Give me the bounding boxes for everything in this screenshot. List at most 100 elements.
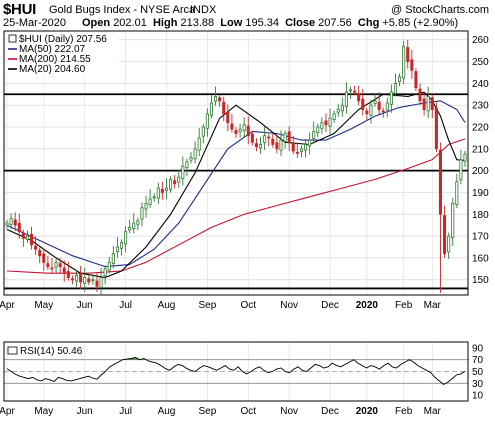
- ma50-layer: [6, 100, 466, 268]
- price-y-tick-label: 150: [472, 275, 489, 286]
- ma20-line: [6, 91, 466, 279]
- candle-body: [353, 90, 357, 93]
- rsi-x-axis: Apr May Jun Jul Aug Sep Oct Nov Dec 2020 Feb Mar: [0, 406, 442, 417]
- candle-body: [275, 142, 279, 150]
- candle-body: [410, 59, 414, 71]
- candle-body: [21, 232, 25, 239]
- rsi-x-tick-label: 2020: [356, 406, 379, 417]
- ma200-layer: [6, 138, 466, 274]
- candle-body: [58, 263, 62, 268]
- candle-body: [124, 231, 128, 245]
- exchange-label: INDX: [190, 4, 217, 16]
- candle-body: [463, 153, 467, 162]
- candle-body: [9, 218, 13, 225]
- candle-body: [119, 242, 124, 249]
- rsi-x-tick-label: Nov: [280, 406, 298, 417]
- ma20-layer: [6, 91, 466, 279]
- candle-body: [17, 223, 21, 233]
- candle-body: [201, 126, 205, 137]
- price-y-tick-label: 170: [472, 232, 489, 243]
- price-x-tick-label: 2020: [356, 300, 379, 311]
- price-y-tick-label: 260: [472, 35, 489, 46]
- candle-body: [156, 187, 160, 199]
- low-label: Low: [220, 17, 243, 29]
- candle-body: [177, 176, 181, 183]
- candle-body: [267, 136, 271, 139]
- price-panel-frame: [3, 30, 469, 296]
- candle-body: [46, 263, 50, 268]
- candles-layer: [5, 39, 467, 295]
- close-label: Close: [285, 17, 316, 29]
- candle-body: [189, 157, 193, 161]
- candle-body: [140, 207, 144, 220]
- candle-body: [259, 144, 263, 149]
- price-x-tick-label: Mar: [424, 300, 442, 311]
- candle-body: [447, 235, 451, 253]
- price-y-tick-label: 190: [472, 188, 489, 199]
- candle-body: [38, 250, 42, 257]
- candle-body: [451, 202, 455, 238]
- candle-body: [34, 245, 38, 250]
- price-y-tick-label: 180: [472, 210, 489, 221]
- rsi-x-tick-label: Apr: [0, 406, 15, 417]
- candle-body: [385, 102, 389, 111]
- candle-body: [406, 47, 410, 62]
- candle-body: [160, 188, 164, 193]
- candle-body: [152, 196, 156, 199]
- rsi-y-tick-label: 90: [472, 343, 484, 354]
- rsi-line: [6, 356, 466, 386]
- high-value: 213.88: [180, 17, 215, 29]
- candle-body: [62, 267, 66, 274]
- candle-body: [238, 128, 242, 133]
- price-x-tick-label: Apr: [0, 300, 15, 311]
- price-y-tick-label: 210: [472, 144, 489, 155]
- candle-body: [344, 91, 348, 107]
- candle-body: [91, 279, 95, 282]
- candle-body: [50, 267, 54, 270]
- candle-body: [30, 233, 34, 246]
- symbol-title: $HUI: [3, 1, 36, 18]
- candle-body: [87, 278, 91, 283]
- price-x-tick-label: Aug: [158, 300, 176, 311]
- candle-body: [287, 131, 291, 143]
- price-y-tick-label: 230: [472, 101, 489, 112]
- candle-body: [144, 202, 148, 210]
- candle-body: [79, 273, 83, 283]
- candle-body: [107, 261, 111, 271]
- price-x-tick-label: Nov: [280, 300, 298, 311]
- rsi-x-tick-label: Mar: [424, 406, 442, 417]
- candle-body: [361, 98, 365, 110]
- rsi-legend-swatch: [7, 346, 18, 355]
- legend-label: MA(20) 204.60: [19, 64, 86, 75]
- candle-body: [214, 96, 218, 102]
- candle-body: [128, 226, 132, 231]
- candle-body: [271, 138, 275, 145]
- price-x-tick-label: Dec: [321, 300, 339, 311]
- candle-body: [54, 261, 58, 268]
- candle-body: [218, 97, 222, 102]
- price-y-tick-label: 240: [472, 79, 489, 90]
- price-y-tick-label: 250: [472, 57, 489, 68]
- candle-body: [443, 215, 447, 254]
- rsi-y-tick-label: 50: [472, 367, 484, 378]
- candle-body: [136, 220, 140, 225]
- rsi-x-tick-label: Jun: [77, 406, 93, 417]
- candle-body: [365, 110, 369, 115]
- candle-body: [340, 104, 344, 112]
- candle-body: [336, 109, 340, 113]
- candle-body: [250, 133, 254, 143]
- candle-body: [193, 148, 197, 160]
- candle-body: [185, 161, 189, 168]
- rsi-x-tick-label: Jul: [119, 406, 132, 417]
- candle-body: [148, 198, 152, 206]
- legend-background: [7, 33, 119, 76]
- candle-body: [74, 274, 79, 282]
- price-x-tick-label: May: [34, 300, 53, 311]
- candle-body: [13, 219, 17, 226]
- open-value: 202.01: [113, 17, 147, 29]
- rsi-y-tick-label: 30: [472, 379, 484, 390]
- rsi-y-tick-label: 70: [472, 355, 484, 366]
- candle-body: [324, 120, 328, 126]
